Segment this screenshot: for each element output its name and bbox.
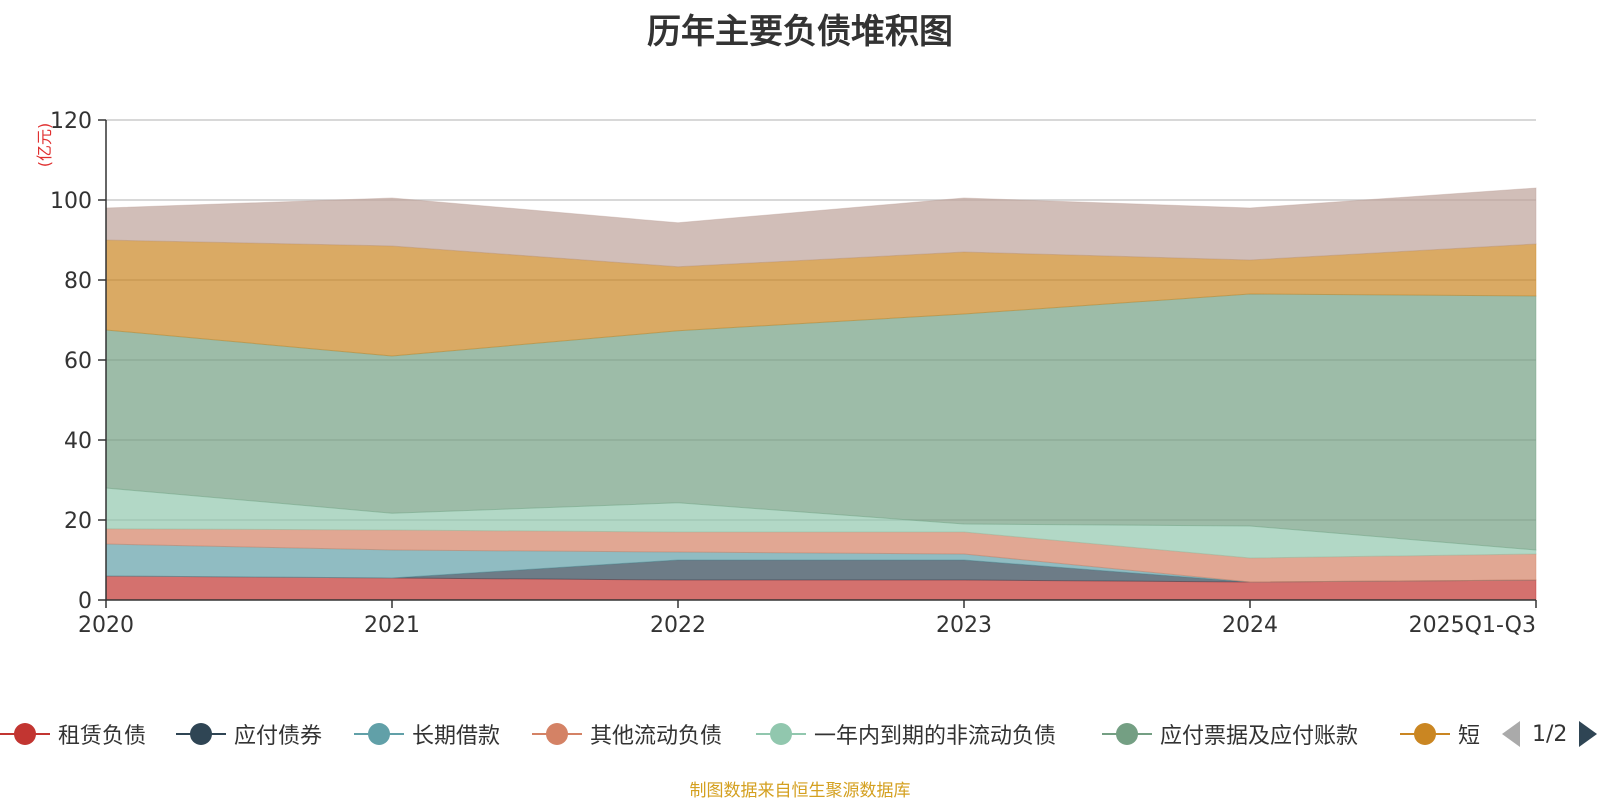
y-axis-unit-label: (亿元): [35, 123, 54, 168]
legend-item-lease-liabilities[interactable]: 租赁负债: [0, 712, 146, 756]
legend-marker-icon: [1400, 723, 1450, 745]
x-tick-label: 2023: [936, 613, 992, 638]
legend-item-noncurrent-due-within-year[interactable]: 一年内到期的非流动负债: [756, 712, 1056, 756]
legend-label: 应付债券: [234, 724, 323, 749]
legend-label: 其他流动负债: [590, 724, 723, 749]
prev-page-icon[interactable]: [1500, 719, 1524, 749]
legend-label: 应付票据及应付账款: [1160, 724, 1359, 749]
y-tick-label: 60: [64, 349, 92, 374]
legend: 租赁负债 应付债券 长期借款 其他流动负债 一年内到期的非流动负债 应付票据及应…: [0, 712, 1600, 756]
chart-title: 历年主要负债堆积图: [647, 12, 953, 52]
area-series-其他[interactable]: [105, 187, 1537, 268]
legend-pager: 1/2: [1500, 712, 1599, 756]
legend-item-long-term-loans[interactable]: 长期借款: [354, 712, 500, 756]
y-tick-label: 20: [64, 509, 92, 534]
legend-marker-icon: [1102, 723, 1152, 745]
data-source-note: 制图数据来自恒生聚源数据库: [689, 781, 911, 801]
legend-label: 租赁负债: [58, 724, 147, 749]
legend-item-short-term-loans[interactable]: 短: [1400, 712, 1480, 756]
stacked-area-chart: 0 20 40 60 80 100 120 2020 2021 2022 2023 2024 2025Q…: [35, 109, 1537, 638]
next-page-icon[interactable]: [1575, 719, 1599, 749]
legend-marker-icon: [0, 723, 50, 745]
x-tick-label: 2025Q1-Q3: [1409, 613, 1536, 638]
x-tick-label: 2020: [78, 613, 134, 638]
y-tick-label: 80: [64, 269, 92, 294]
y-tick-label: 40: [64, 429, 92, 454]
legend-label: 短: [1458, 724, 1481, 749]
legend-item-other-current-liabilities[interactable]: 其他流动负债: [532, 712, 722, 756]
y-tick-label: 0: [78, 589, 92, 614]
legend-marker-icon: [354, 723, 404, 745]
x-tick-label: 2021: [364, 613, 420, 638]
y-tick-label: 120: [50, 109, 92, 134]
y-tick-label: 100: [50, 189, 92, 214]
legend-label: 一年内到期的非流动负债: [814, 724, 1057, 749]
x-tick-label: 2022: [650, 613, 706, 638]
legend-page-indicator: 1/2: [1532, 721, 1568, 747]
legend-item-bonds-payable[interactable]: 应付债券: [176, 712, 322, 756]
legend-marker-icon: [176, 723, 226, 745]
legend-label: 长期借款: [412, 724, 501, 749]
legend-item-notes-accounts-payable[interactable]: 应付票据及应付账款: [1102, 712, 1358, 756]
legend-marker-icon: [532, 723, 582, 745]
legend-marker-icon: [756, 723, 806, 745]
x-tick-label: 2024: [1222, 613, 1278, 638]
